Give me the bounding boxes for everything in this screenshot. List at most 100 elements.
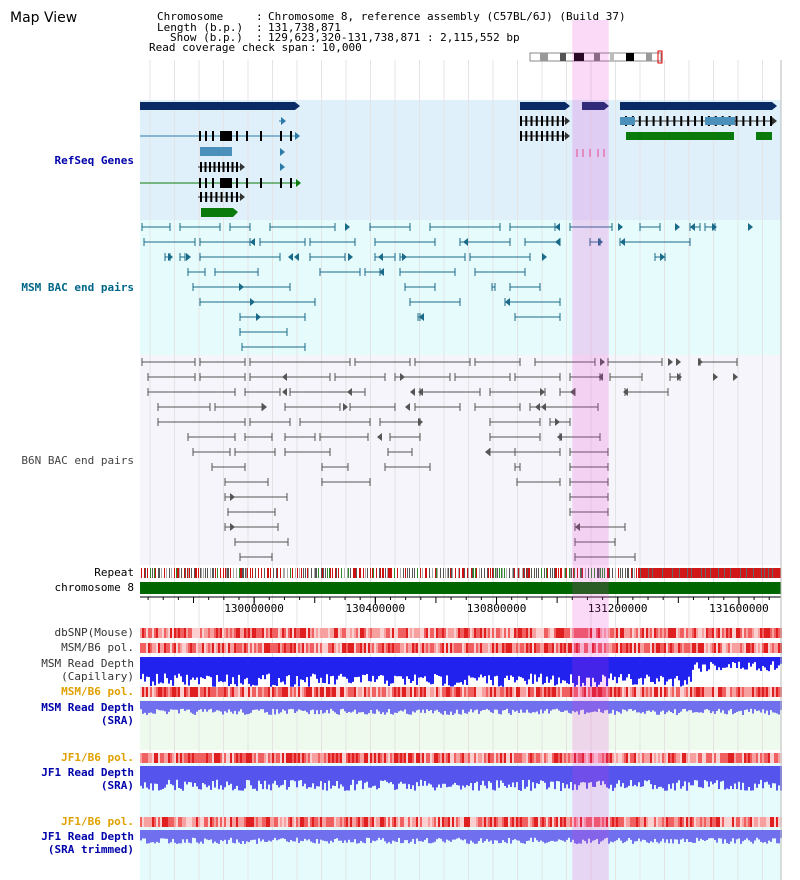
- heat-cell: [314, 817, 316, 827]
- gene-exon: [230, 192, 233, 202]
- repeat-mark: [243, 568, 244, 578]
- depth-bar: [506, 657, 508, 676]
- depth-bar: [636, 701, 638, 713]
- repeat-mark: [691, 568, 692, 578]
- heat-cell: [518, 628, 520, 638]
- bac-end-arrow: [675, 223, 680, 231]
- heat-cell: [546, 643, 548, 653]
- chromosome-bar[interactable]: [140, 582, 781, 594]
- heat-cell: [504, 628, 506, 638]
- heat-cell: [498, 817, 500, 827]
- heat-cell: [438, 753, 440, 763]
- depth-bar: [224, 766, 226, 788]
- depth-bar: [176, 766, 178, 780]
- variation-depth-tracks[interactable]: [140, 628, 782, 844]
- chromosome-track-label[interactable]: chromosome 8: [55, 581, 134, 594]
- depth-bar: [262, 766, 264, 790]
- heat-cell: [550, 753, 552, 763]
- heat-cell: [350, 628, 352, 638]
- msm-bac-end-pairs-track[interactable]: [141, 223, 753, 351]
- bac-end-pair: [699, 358, 738, 366]
- heat-cell: [224, 687, 226, 697]
- depth-bar: [442, 701, 444, 715]
- repeat-mark: [435, 568, 436, 578]
- bac-end-pair: [147, 388, 236, 396]
- depth-bar: [620, 701, 622, 714]
- depth-bar: [642, 701, 644, 713]
- heat-cell: [258, 753, 260, 763]
- msm-bac-track-label[interactable]: MSM BAC end pairs: [21, 281, 134, 294]
- heat-cell: [260, 753, 262, 763]
- bac-end-pair: [474, 358, 521, 366]
- repeat-track[interactable]: [140, 568, 781, 578]
- depth-bar: [184, 701, 186, 711]
- heat-cell: [774, 817, 776, 827]
- heat-cell: [616, 643, 618, 653]
- heat-cell: [476, 643, 478, 653]
- heat-cell: [320, 643, 322, 653]
- heat-cell: [370, 628, 372, 638]
- heat-cell: [252, 628, 254, 638]
- heat-cell: [184, 628, 186, 638]
- depth-bar: [766, 766, 768, 782]
- heat-cell: [228, 817, 230, 827]
- heat-cell: [598, 817, 600, 827]
- heat-cell: [628, 643, 630, 653]
- bac-end-pair: [557, 433, 601, 441]
- heat-cell: [150, 643, 152, 653]
- b6n-bac-end-pairs-track[interactable]: [141, 358, 738, 561]
- depth-bar: [716, 830, 718, 843]
- b6n-bac-track-label[interactable]: B6N BAC end pairs: [21, 454, 134, 467]
- heat-cell: [484, 817, 486, 827]
- refseq-genes-track[interactable]: [140, 102, 777, 217]
- heat-cell: [210, 628, 212, 638]
- repeat-track-label[interactable]: Repeat: [94, 566, 134, 579]
- heat-cell: [422, 817, 424, 827]
- heat-cell: [336, 753, 338, 763]
- heat-cell: [408, 753, 410, 763]
- repeat-mark: [514, 568, 515, 578]
- depth-bar: [582, 701, 584, 710]
- heat-cell: [758, 687, 760, 697]
- depth-bar: [658, 701, 660, 715]
- depth-bar: [492, 830, 494, 844]
- depth-bar: [208, 766, 210, 786]
- heat-cell: [776, 817, 778, 827]
- heat-cell: [232, 817, 234, 827]
- depth-bar: [268, 701, 270, 715]
- heat-cell: [512, 753, 514, 763]
- depth-bar: [458, 701, 460, 714]
- depth-bar: [276, 701, 278, 710]
- heat-cell: [516, 817, 518, 827]
- depth-bar: [642, 657, 644, 685]
- depth-bar: [272, 701, 274, 709]
- repeat-mark: [405, 568, 406, 578]
- heat-cell: [254, 687, 256, 697]
- heat-cell: [704, 687, 706, 697]
- heat-cell: [540, 628, 542, 638]
- heat-cell: [536, 628, 538, 638]
- heat-cell: [654, 753, 656, 763]
- depth-bar: [712, 701, 714, 712]
- heat-cell: [708, 817, 710, 827]
- gene-exon: [220, 131, 222, 141]
- highlight-region[interactable]: [572, 20, 609, 880]
- repeat-mark: [150, 568, 151, 578]
- heat-cell: [732, 817, 734, 827]
- bac-end-pair: [244, 433, 273, 441]
- bac-end-pair: [623, 388, 669, 396]
- bac-end-arrow: [418, 388, 423, 396]
- heat-cell: [248, 643, 250, 653]
- chromosome-ideogram[interactable]: [529, 50, 663, 64]
- heat-cell: [674, 753, 676, 763]
- depth-bar: [580, 766, 582, 783]
- heat-cell: [462, 817, 464, 827]
- heat-cell: [300, 817, 302, 827]
- heat-cell: [712, 628, 714, 638]
- depth-bar: [592, 830, 594, 841]
- depth-bar: [268, 657, 270, 674]
- refseq-track-label[interactable]: RefSeq Genes: [55, 154, 134, 167]
- heat-cell: [504, 753, 506, 763]
- repeat-mark: [233, 568, 234, 578]
